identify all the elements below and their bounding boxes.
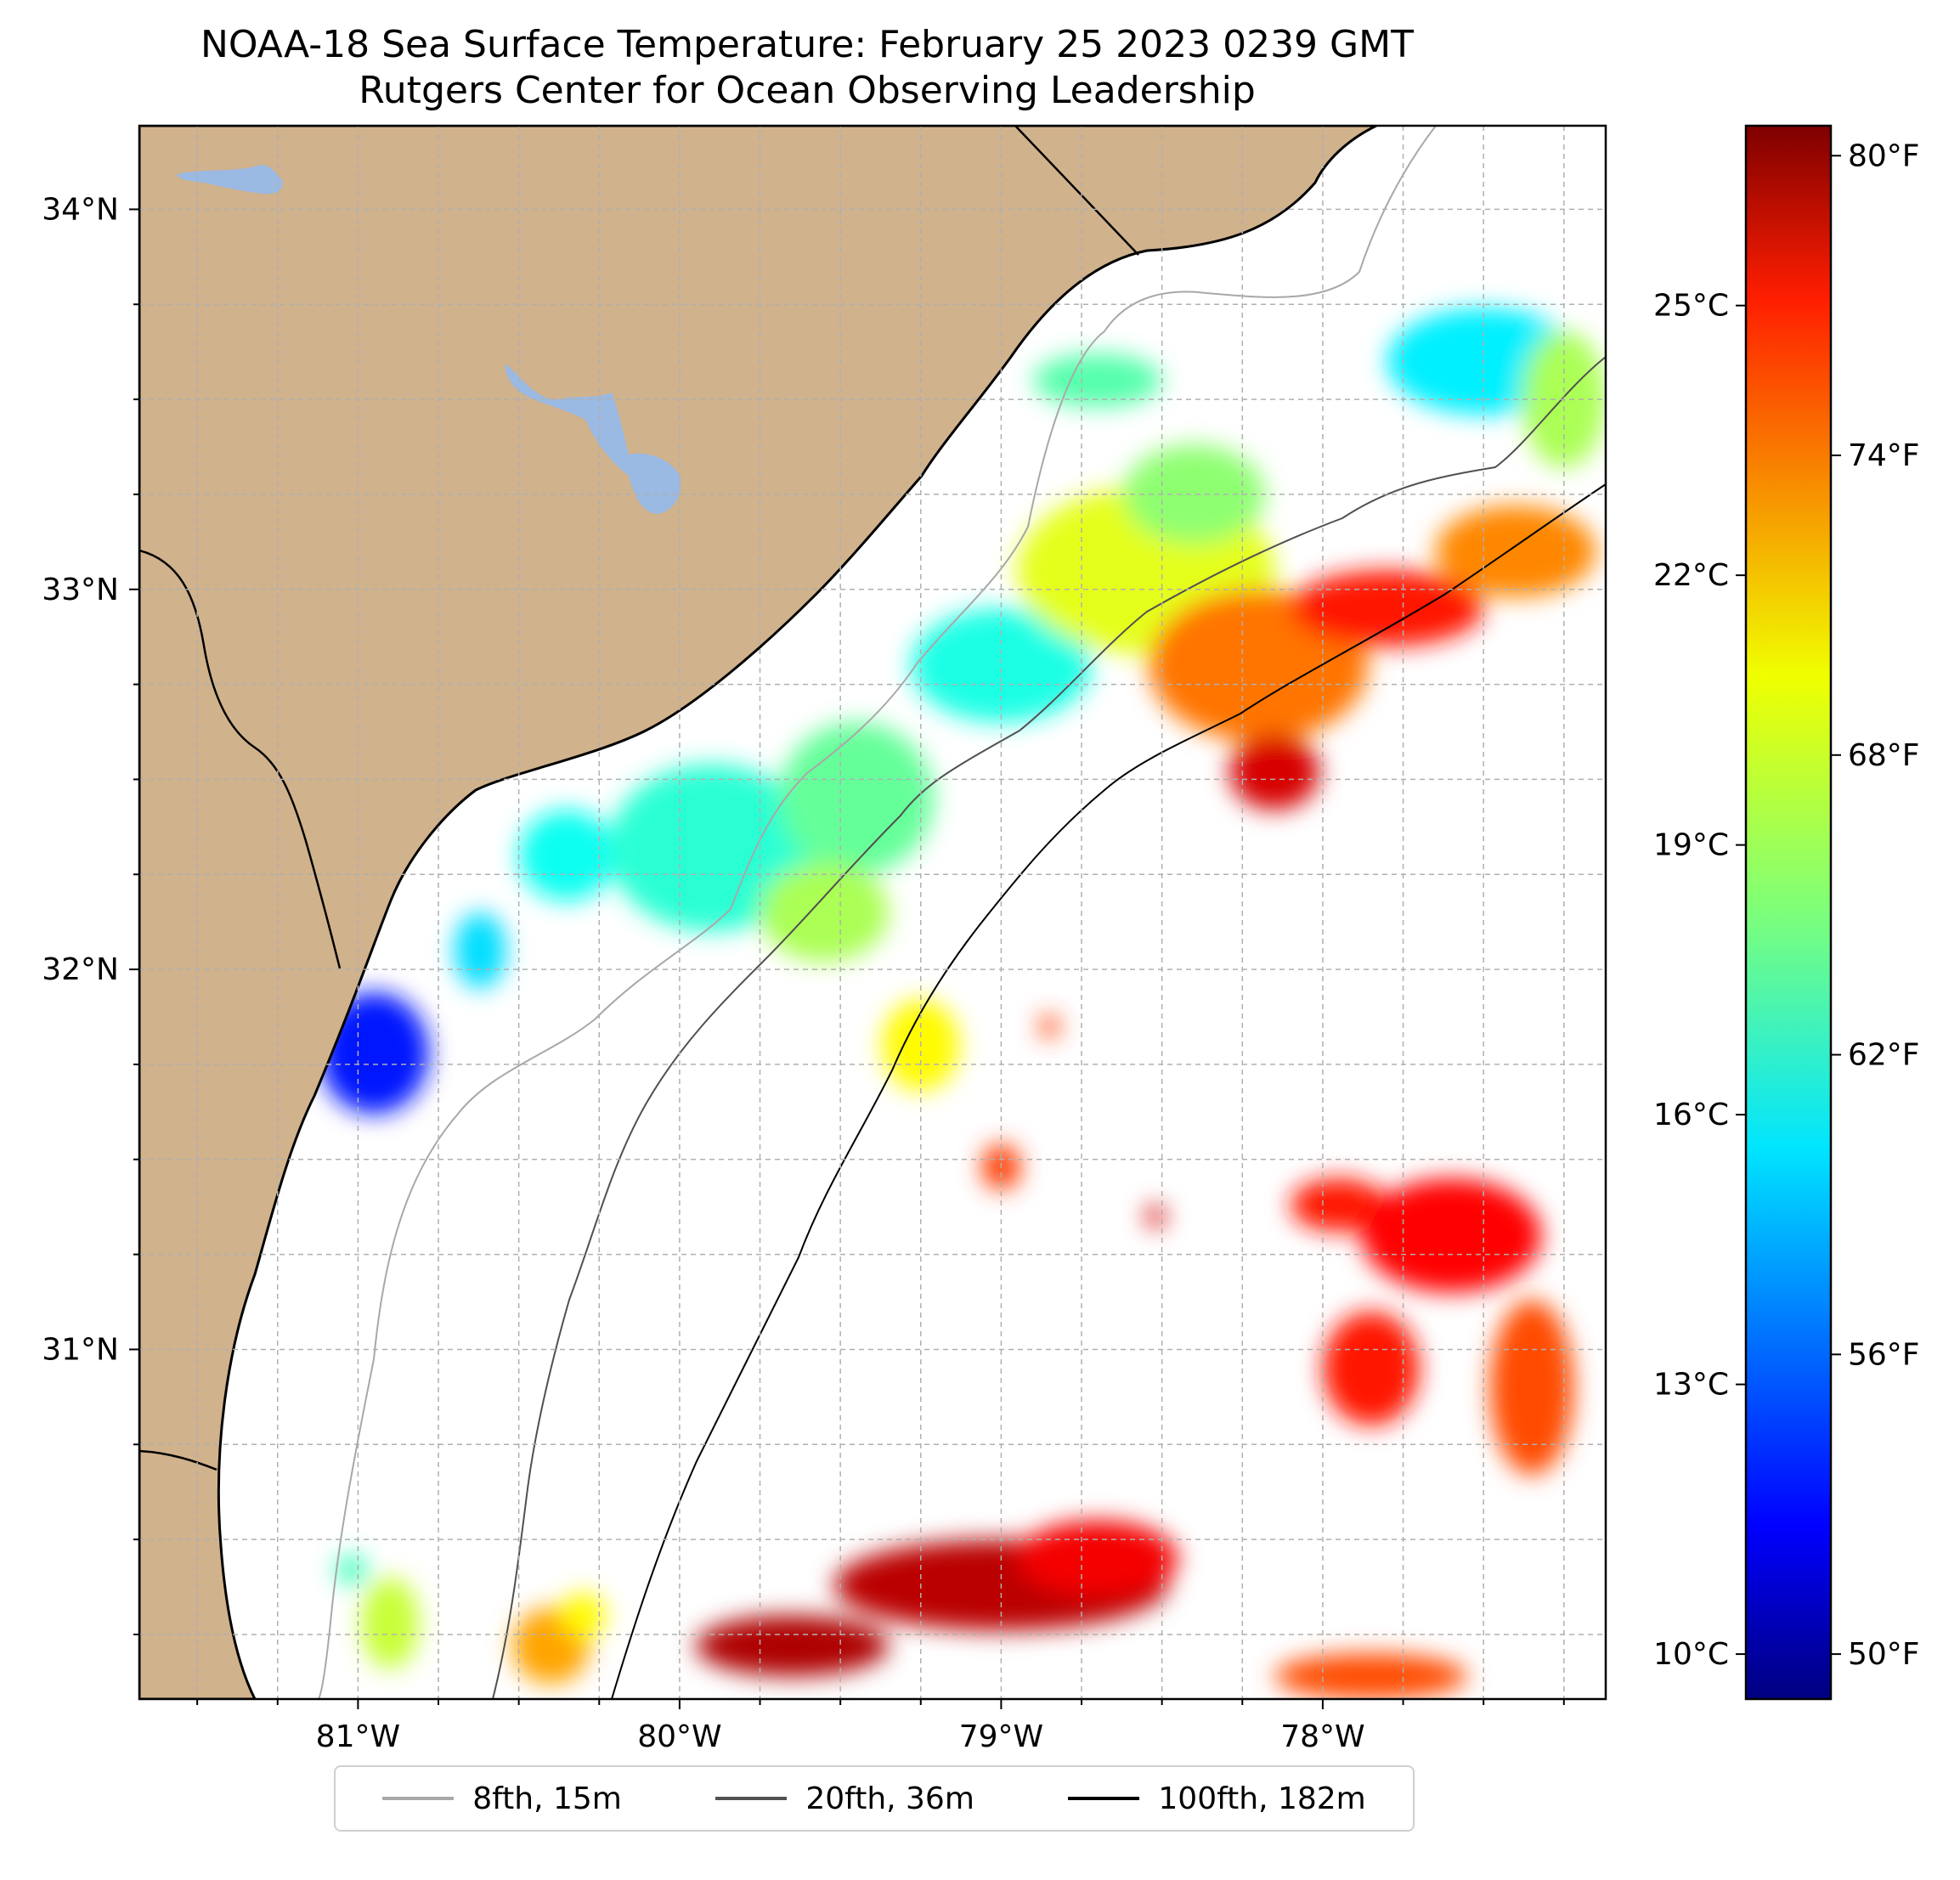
fahrenheit-tick-label: 68°F <box>1848 738 1920 773</box>
map-frame <box>138 124 1607 1701</box>
sst-patch <box>1291 1178 1387 1232</box>
contour-20fth <box>492 356 1606 1699</box>
sst-patch <box>1017 1520 1178 1597</box>
sst-patch <box>911 608 1092 723</box>
legend-item-8fth: 8fth, 15m <box>382 1781 622 1816</box>
map-title: NOAA-18 Sea Surface Temperature: Februar… <box>201 23 1414 66</box>
lon-tick-label: 79°W <box>959 1719 1043 1754</box>
legend-swatch-8fth <box>382 1797 455 1800</box>
sst-patch <box>518 810 616 901</box>
map-plot-area <box>139 126 1606 1699</box>
fahrenheit-tick-label: 62°F <box>1848 1038 1920 1073</box>
legend-swatch-100fth <box>1068 1797 1140 1800</box>
celsius-tick-label: 16°C <box>1653 1098 1729 1132</box>
celsius-tick-label: 19°C <box>1653 828 1729 863</box>
lat-tick-label: 32°N <box>42 952 119 987</box>
sst-patch <box>560 1592 606 1639</box>
sst-patch <box>1361 1178 1542 1293</box>
legend-item-20fth: 20fth, 36m <box>715 1781 974 1816</box>
colorbar-celsius-ticks: 25°C 22°C 19°C 16°C 13°C 10°C <box>1653 289 1746 1672</box>
sst-patch <box>608 764 815 932</box>
sst-patch <box>1435 505 1596 597</box>
fahrenheit-tick-label: 74°F <box>1848 438 1920 473</box>
map-subtitle: Rutgers Center for Ocean Observing Leade… <box>359 69 1256 112</box>
contour-100fth <box>611 483 1606 1699</box>
colorbar-gradient <box>1744 124 1833 1701</box>
lat-tick-label: 33°N <box>42 573 119 607</box>
latitude-ticks: 34°N 33°N 32°N 31°N <box>42 192 139 1635</box>
sst-patch <box>1489 1300 1574 1476</box>
lat-tick-label: 31°N <box>42 1332 119 1367</box>
sst-patch <box>1039 1014 1059 1038</box>
sst-patch <box>1291 570 1484 646</box>
legend-item-100fth: 100fth, 182m <box>1068 1781 1366 1816</box>
state-borders <box>139 126 1139 1471</box>
celsius-tick-label: 25°C <box>1653 289 1729 324</box>
lon-tick-label: 78°W <box>1280 1719 1364 1754</box>
legend-label-20fth: 20fth, 36m <box>805 1781 974 1816</box>
lakes <box>177 165 681 514</box>
sst-patch <box>361 1577 420 1669</box>
lon-tick-label: 80°W <box>637 1719 721 1754</box>
legend-label-8fth: 8fth, 15m <box>472 1781 622 1816</box>
celsius-tick-label: 22°C <box>1653 558 1729 593</box>
sst-patch <box>335 1555 368 1585</box>
colorbar-fahrenheit-ticks: 80°F 74°F 68°F 62°F 56°F 50°F <box>1831 138 1920 1672</box>
longitude-ticks: 81°W 80°W 79°W 78°W <box>196 1699 1565 1754</box>
sst-patch <box>319 991 429 1115</box>
celsius-tick-label: 10°C <box>1653 1637 1729 1672</box>
bathymetry-contours <box>318 126 1606 1699</box>
land-mass <box>139 126 1377 1699</box>
sst-patch <box>1123 444 1265 545</box>
sst-patch <box>454 912 506 989</box>
colorbar: 25°C 22°C 19°C 16°C 13°C 10°C 80°F 74°F 68°F 62°… <box>1653 124 1920 1701</box>
legend-swatch-20fth <box>715 1797 788 1800</box>
sst-patch <box>779 722 934 875</box>
legend-label-100fth: 100fth, 182m <box>1158 1781 1366 1816</box>
contour-8fth <box>318 126 1437 1699</box>
fahrenheit-tick-label: 80°F <box>1848 138 1920 173</box>
lon-tick-label: 81°W <box>316 1719 400 1754</box>
sst-patch <box>760 862 889 963</box>
sst-patch <box>1229 733 1320 810</box>
lat-tick-label: 34°N <box>42 192 119 227</box>
celsius-tick-label: 13°C <box>1653 1368 1729 1403</box>
sst-patch <box>695 1615 889 1677</box>
sst-patch <box>1274 1653 1468 1699</box>
fahrenheit-tick-label: 50°F <box>1848 1637 1920 1672</box>
sst-patch <box>1322 1311 1420 1426</box>
fahrenheit-tick-label: 56°F <box>1848 1337 1920 1372</box>
sst-patch <box>1145 1205 1166 1228</box>
gridlines <box>139 126 1606 1699</box>
depth-legend: 8fth, 15m 20fth, 36m 100fth, 182m <box>334 1765 1415 1832</box>
